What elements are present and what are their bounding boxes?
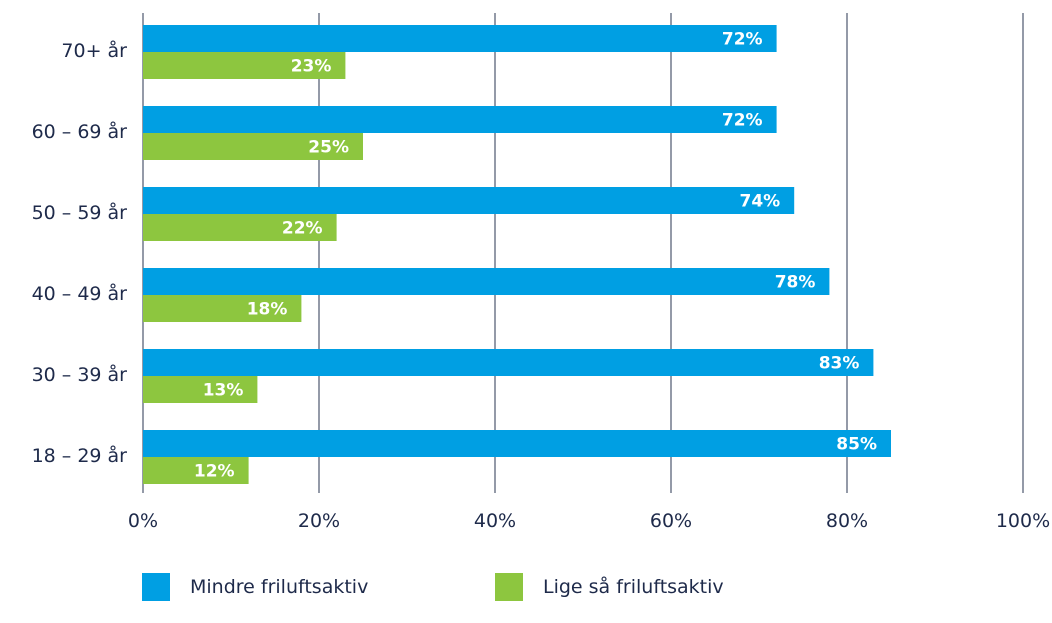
bar-lige-5 [143, 457, 249, 484]
category-label-4: 30 – 39 år [32, 363, 128, 386]
bar-mindre-1 [143, 106, 777, 133]
category-label-2: 50 – 59 år [32, 201, 128, 224]
category-label-0: 70+ år [61, 39, 127, 62]
category-label-3: 40 – 49 år [32, 282, 128, 305]
data-label-mindre-4: 83% [819, 354, 860, 374]
legend-swatch-mindre [142, 573, 170, 601]
legend-swatch-lige [495, 573, 523, 601]
x-tick-label-40: 40% [474, 510, 516, 532]
data-label-mindre-2: 74% [739, 192, 780, 212]
legend-item-mindre: Mindre friluftsaktiv [142, 573, 368, 601]
data-label-lige-3: 18% [247, 300, 288, 320]
category-label-5: 18 – 29 år [32, 444, 128, 467]
gridlines [142, 13, 1024, 493]
bars [143, 25, 891, 484]
bar-mindre-4 [143, 349, 874, 376]
x-tick-label-60: 60% [650, 510, 692, 532]
bar-mindre-2 [143, 187, 795, 214]
bar-lige-2 [143, 214, 337, 241]
bar-lige-4 [143, 376, 258, 403]
bar-mindre-0 [143, 25, 777, 52]
data-label-lige-1: 25% [308, 138, 349, 158]
bar-mindre-5 [143, 430, 891, 457]
x-axis-tick-labels: 0% 20% 40% 60% 80% 100% [128, 510, 1050, 532]
bar-lige-3 [143, 295, 302, 322]
data-label-lige-2: 22% [282, 219, 323, 239]
bar-lige-0 [143, 52, 346, 79]
data-label-mindre-5: 85% [836, 435, 877, 455]
x-tick-label-0: 0% [128, 510, 158, 532]
legend-item-lige: Lige så friluftsaktiv [495, 573, 724, 601]
category-labels: 70+ år 60 – 69 år 50 – 59 år 40 – 49 år 30 –… [32, 39, 128, 467]
bar-mindre-3 [143, 268, 830, 295]
x-tick-label-20: 20% [298, 510, 340, 532]
legend-label-mindre: Mindre friluftsaktiv [190, 576, 369, 598]
data-label-mindre-1: 72% [722, 111, 763, 131]
data-label-lige-5: 12% [194, 462, 235, 482]
data-label-mindre-0: 72% [722, 30, 763, 50]
bar-lige-1 [143, 133, 363, 160]
data-label-lige-0: 23% [291, 57, 332, 77]
x-tick-label-100: 100% [996, 510, 1050, 532]
x-tick-label-80: 80% [826, 510, 868, 532]
data-label-mindre-3: 78% [775, 273, 816, 293]
legend-label-lige: Lige så friluftsaktiv [543, 576, 724, 598]
data-label-lige-4: 13% [203, 381, 244, 401]
category-label-1: 60 – 69 år [32, 120, 128, 143]
data-labels: 72% 23% 72% 25% 74% 22% 78% 18% 83% 13% 85% 12% [194, 30, 877, 482]
